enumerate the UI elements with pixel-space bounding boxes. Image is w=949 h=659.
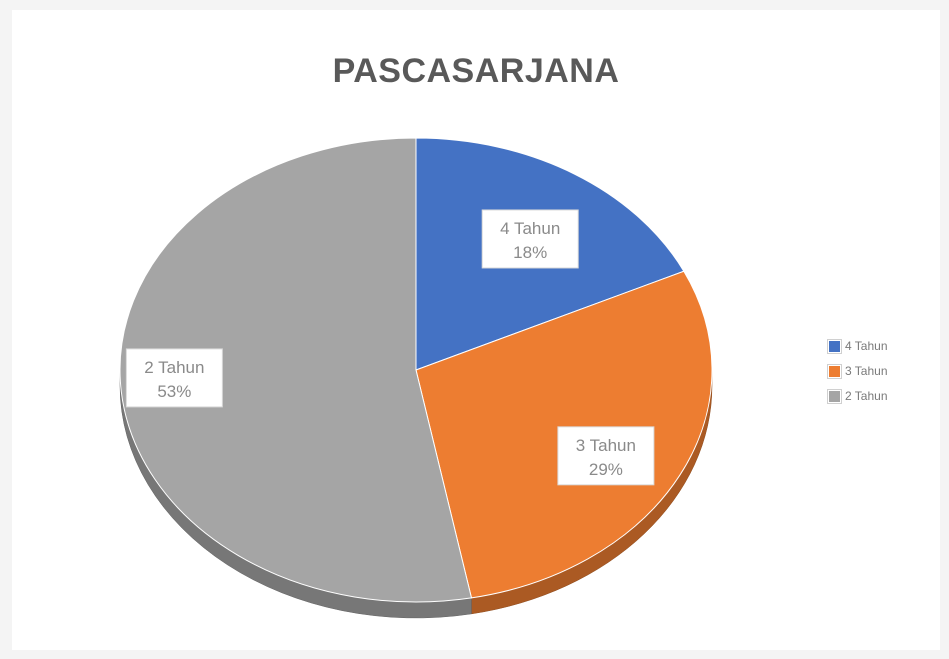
data-label-percent: 18%: [513, 243, 547, 262]
data-label-4-tahun: 4 Tahun 18%: [481, 209, 579, 269]
legend-item[interactable]: 3 Tahun: [827, 359, 888, 383]
legend-label: 2 Tahun: [845, 389, 888, 403]
pie-data-labels: 4 Tahun 18% 3 Tahun 29% 2 Tahun 53%: [125, 209, 655, 486]
chart-area: PASCASARJANA 4 Tahun 18% 3 Tahun 29% 2 Tahun…: [12, 10, 940, 650]
legend-swatch-4-tahun: [827, 338, 842, 354]
data-label-category: 2 Tahun: [144, 358, 204, 377]
legend-label: 3 Tahun: [845, 364, 888, 378]
data-label-percent: 53%: [157, 382, 191, 401]
data-label-category: 3 Tahun: [576, 436, 636, 455]
pie-chart: 4 Tahun 18% 3 Tahun 29% 2 Tahun 53%: [119, 137, 713, 619]
legend-swatch-3-tahun: [827, 363, 842, 379]
legend-item[interactable]: 2 Tahun: [827, 384, 888, 408]
chart-title: PASCASARJANA: [332, 52, 620, 90]
data-label-percent: 29%: [589, 460, 623, 479]
data-label-2-tahun: 2 Tahun 53%: [125, 348, 223, 408]
legend-swatch-2-tahun: [827, 388, 842, 404]
legend-item[interactable]: 4 Tahun: [827, 334, 888, 358]
data-label-category: 4 Tahun: [500, 219, 560, 238]
data-label-3-tahun: 3 Tahun 29%: [557, 426, 655, 486]
legend-label: 4 Tahun: [845, 339, 888, 353]
pie-slice-2-tahun[interactable]: [119, 137, 473, 603]
chart-legend: 4 Tahun 3 Tahun 2 Tahun: [827, 334, 888, 409]
